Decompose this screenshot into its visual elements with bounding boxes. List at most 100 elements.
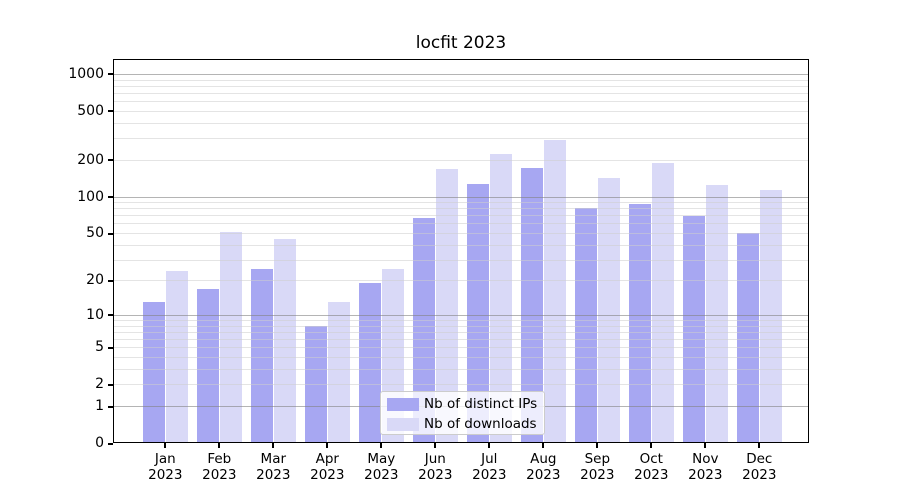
minor-gridline	[114, 280, 808, 282]
x-tick-label: Dec 2023	[742, 451, 777, 483]
y-tick-mark	[108, 314, 113, 317]
x-tick-label: Nov 2023	[688, 451, 723, 483]
bar-nb-of-distinct-ips-dec	[736, 233, 759, 443]
y-tick-label: 1	[95, 398, 104, 414]
x-tick-mark	[542, 443, 545, 448]
legend-swatch-downloads	[387, 418, 419, 431]
bar-nb-of-distinct-ips-oct	[628, 203, 651, 443]
x-tick-mark	[650, 443, 653, 448]
minor-gridline	[114, 215, 808, 217]
y-tick-mark	[108, 383, 113, 386]
minor-gridline	[114, 79, 808, 81]
x-tick-label: Mar 2023	[256, 451, 291, 483]
bar-nb-of-distinct-ips-nov	[682, 216, 705, 443]
minor-gridline	[114, 159, 808, 161]
minor-gridline	[114, 233, 808, 234]
y-tick-mark	[108, 110, 113, 113]
x-tick-label: Apr 2023	[310, 451, 345, 483]
y-tick-label: 500	[77, 102, 104, 119]
minor-gridline	[114, 331, 808, 333]
minor-gridline	[114, 138, 808, 140]
y-tick-label: 10	[86, 306, 104, 323]
legend-label-distinct-ips: Nb of distinct IPs	[424, 396, 538, 412]
y-tick-mark	[108, 442, 113, 445]
minor-gridline	[114, 325, 808, 327]
x-tick-mark	[434, 443, 437, 448]
minor-gridline	[114, 208, 808, 210]
x-tick-label: Jun 2023	[418, 451, 453, 483]
minor-gridline	[114, 368, 808, 370]
y-tick-label: 2	[95, 376, 104, 393]
y-tick-mark	[108, 73, 113, 76]
x-tick-label: Jan 2023	[148, 451, 183, 483]
x-tick-mark	[164, 443, 167, 448]
bar-nb-of-distinct-ips-jun	[412, 217, 435, 443]
x-tick-mark	[380, 443, 383, 448]
y-tick-mark	[108, 159, 113, 162]
x-tick-mark	[704, 443, 707, 448]
minor-gridline	[114, 85, 808, 87]
x-tick-mark	[596, 443, 599, 448]
bar-nb-of-downloads-jul	[489, 153, 512, 443]
bar-nb-of-distinct-ips-apr	[304, 325, 327, 443]
minor-gridline	[114, 244, 808, 246]
y-tick-mark	[108, 232, 113, 235]
y-tick-label: 5	[95, 339, 104, 356]
y-tick-mark	[108, 279, 113, 282]
minor-gridline	[114, 259, 808, 261]
minor-gridline	[114, 347, 808, 349]
minor-gridline	[114, 93, 808, 94]
legend-label-downloads: Nb of downloads	[424, 416, 537, 432]
bar-nb-of-downloads-mar	[273, 238, 296, 443]
bar-nb-of-distinct-ips-jan	[142, 302, 165, 443]
y-tick-label: 0	[95, 435, 104, 451]
legend: Nb of distinct IPs Nb of downloads	[380, 391, 545, 435]
bar-nb-of-distinct-ips-feb	[196, 288, 219, 443]
bar-nb-of-downloads-dec	[759, 190, 782, 443]
bar-nb-of-distinct-ips-jul	[466, 183, 489, 443]
minor-gridline	[114, 202, 808, 203]
x-tick-label: Oct 2023	[634, 451, 669, 483]
minor-gridline	[114, 320, 808, 321]
bar-nb-of-downloads-jun	[435, 169, 458, 443]
x-tick-mark	[326, 443, 329, 448]
y-tick-label: 200	[77, 151, 104, 168]
bar-nb-of-downloads-sep	[597, 177, 620, 443]
minor-gridline	[114, 101, 808, 103]
x-tick-mark	[272, 443, 275, 448]
chart-title: locfit 2023	[415, 33, 507, 53]
x-tick-mark	[488, 443, 491, 448]
bar-nb-of-distinct-ips-may	[358, 283, 381, 443]
y-tick-label: 1000	[68, 65, 104, 82]
x-tick-label: Aug 2023	[526, 451, 561, 483]
bar-nb-of-distinct-ips-aug	[520, 168, 543, 443]
y-tick-mark	[108, 346, 113, 349]
y-tick-label: 20	[86, 272, 104, 289]
minor-gridline	[114, 339, 808, 341]
bar-nb-of-downloads-oct	[651, 163, 674, 443]
bar-nb-of-downloads-nov	[705, 185, 728, 443]
minor-gridline	[114, 357, 808, 358]
minor-gridline	[114, 223, 808, 225]
bar-nb-of-downloads-aug	[543, 140, 566, 443]
major-gridline	[114, 314, 808, 316]
x-tick-label: Jul 2023	[472, 451, 507, 483]
x-tick-label: Feb 2023	[202, 451, 237, 483]
major-gridline	[114, 73, 808, 75]
x-tick-mark	[218, 443, 221, 448]
y-tick-label: 100	[77, 188, 104, 205]
y-tick-mark	[108, 196, 113, 198]
y-tick-mark	[108, 405, 113, 408]
x-tick-label: Sep 2023	[580, 451, 615, 483]
major-gridline	[114, 196, 808, 198]
minor-gridline	[114, 110, 808, 112]
minor-gridline	[114, 384, 808, 386]
minor-gridline	[114, 122, 808, 124]
bar-nb-of-distinct-ips-mar	[250, 269, 273, 443]
bar-nb-of-downloads-apr	[327, 302, 350, 443]
y-tick-label: 50	[86, 225, 104, 241]
legend-swatch-distinct-ips	[387, 398, 419, 411]
bar-nb-of-downloads-feb	[219, 231, 242, 443]
